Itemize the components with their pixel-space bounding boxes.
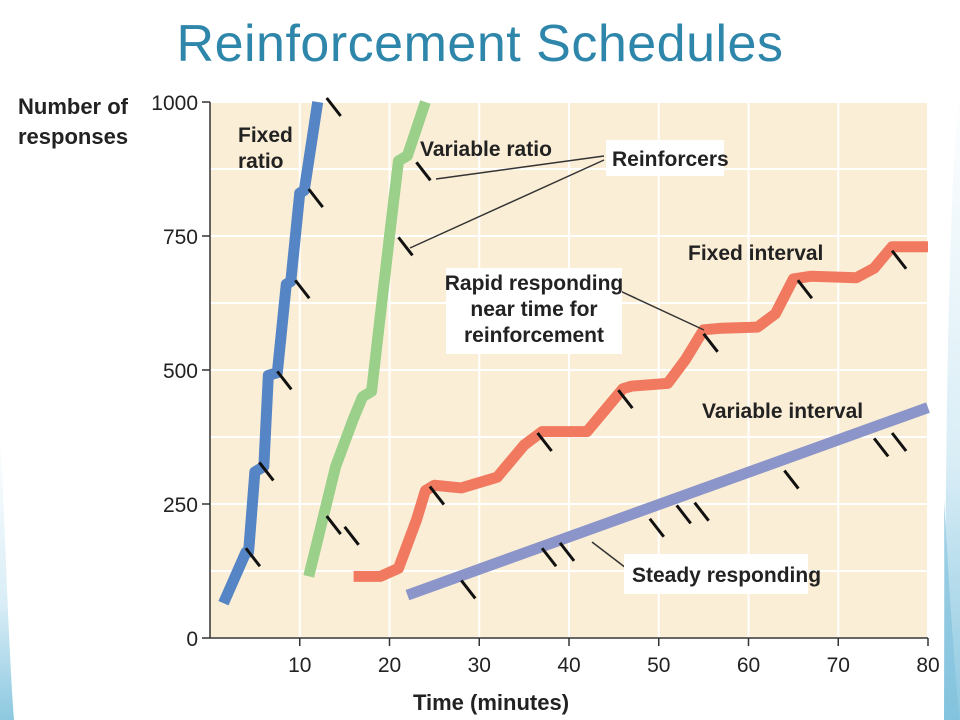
fixed-ratio-label-line1: Fixed	[238, 124, 293, 147]
variable-interval-reinforcer-mark	[648, 517, 665, 538]
steady-responding-pointer	[591, 541, 627, 569]
fixed-interval-reinforcer-mark	[617, 389, 634, 410]
variable-ratio-line	[303, 100, 431, 578]
axes: 0 250 500 750 1000 10 20 30 40 50 60 70 80 Time (minu…	[18, 92, 940, 715]
fixed-interval-reinforcer-mark	[702, 332, 719, 353]
variable-ratio-label: Variable ratio	[420, 138, 552, 161]
rapid-responding-line1: Rapid responding	[445, 272, 624, 295]
y-axis-label-line2: responses	[18, 124, 128, 149]
variable-interval-line	[405, 402, 930, 601]
variable-interval-reinforcer-mark	[693, 501, 710, 522]
variable-ratio-reinforcer-mark	[397, 236, 414, 257]
fixed-interval-reinforcer-mark	[536, 432, 553, 452]
x-tick-label: 60	[737, 654, 760, 677]
fixed-ratio-label-line2: ratio	[238, 150, 284, 173]
variable-interval-reinforcer-mark	[460, 579, 477, 600]
x-axis-label: Time (minutes)	[413, 690, 569, 715]
reinforcer-marks	[244, 97, 908, 600]
reinforcers-pointer-2	[409, 159, 605, 249]
rapid-responding-line3: reinforcement	[464, 324, 604, 347]
y-tick-label: 0	[186, 628, 198, 651]
variable-ratio-reinforcer-mark	[415, 161, 432, 182]
fixed-ratio-reinforcer-mark	[244, 547, 262, 568]
steady-responding-label: Steady responding	[632, 564, 821, 587]
variable-interval-reinforcer-mark	[540, 547, 558, 568]
fixed-ratio-reinforcer-mark	[276, 370, 293, 391]
fixed-ratio-reinforcer-mark	[258, 461, 275, 482]
variable-interval-reinforcer-mark	[872, 437, 890, 458]
steady-responding-box	[624, 554, 808, 594]
fixed-interval-reinforcer-mark	[796, 279, 814, 300]
fixed-ratio-reinforcer-mark	[294, 279, 311, 300]
x-tick-label: 20	[378, 654, 401, 677]
fixed-ratio-reinforcer-mark	[307, 188, 324, 209]
grid	[210, 101, 929, 639]
variable-interval-reinforcer-mark	[890, 432, 908, 452]
fixed-interval-reinforcer-mark	[890, 249, 908, 270]
rapid-responding-box	[446, 268, 622, 354]
variable-interval-reinforcer-mark	[558, 541, 576, 562]
y-tick-label: 250	[163, 494, 198, 517]
chart-panel: 0 250 500 750 1000 10 20 30 40 50 60 70 80 Time (minu…	[14, 90, 944, 720]
x-tick-label: 70	[827, 654, 850, 677]
annotations: Fixed ratio Variable ratio Fixed interval Va…	[238, 124, 863, 594]
fixed-interval-reinforcer-mark	[428, 485, 446, 506]
reinforcers-box	[606, 140, 724, 176]
y-tick-label: 1000	[151, 92, 198, 115]
y-axis-label-line1: Number of	[18, 94, 129, 119]
y-tick-label: 750	[163, 226, 198, 249]
rapid-responding-pointer	[617, 289, 705, 331]
variable-ratio-reinforcer-mark	[325, 515, 342, 536]
x-tick-label: 10	[288, 654, 311, 677]
variable-interval-reinforcer-mark	[783, 469, 800, 490]
x-tick-label: 50	[647, 654, 670, 677]
reinforcers-label: Reinforcers	[612, 148, 729, 171]
slide-title: Reinforcement Schedules	[176, 15, 784, 73]
rapid-responding-line2: near time for	[470, 298, 597, 321]
y-tick-label: 500	[163, 360, 198, 383]
fixed-interval-label: Fixed interval	[688, 242, 823, 265]
variable-ratio-reinforcer-mark	[343, 525, 360, 546]
reinforcers-pointer-1	[435, 155, 605, 180]
x-tick-label: 40	[557, 654, 580, 677]
x-tick-label: 30	[468, 654, 491, 677]
reinforcement-chart: 0 250 500 750 1000 10 20 30 40 50 60 70 80 Time (minu…	[18, 92, 940, 715]
variable-interval-reinforcer-mark	[675, 504, 692, 525]
fixed-ratio-reinforcer-mark	[325, 97, 342, 117]
x-tick-label: 80	[916, 654, 939, 677]
variable-interval-label: Variable interval	[702, 400, 863, 423]
